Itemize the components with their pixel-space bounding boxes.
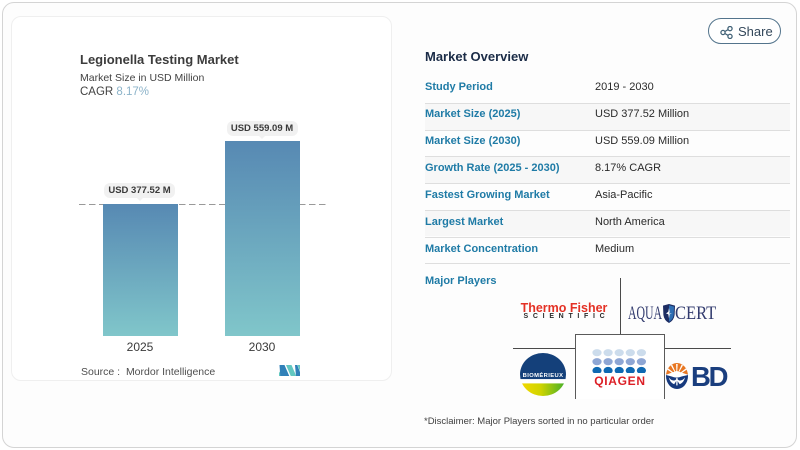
svg-text:BIOMÉRIEUX: BIOMÉRIEUX <box>523 371 564 379</box>
